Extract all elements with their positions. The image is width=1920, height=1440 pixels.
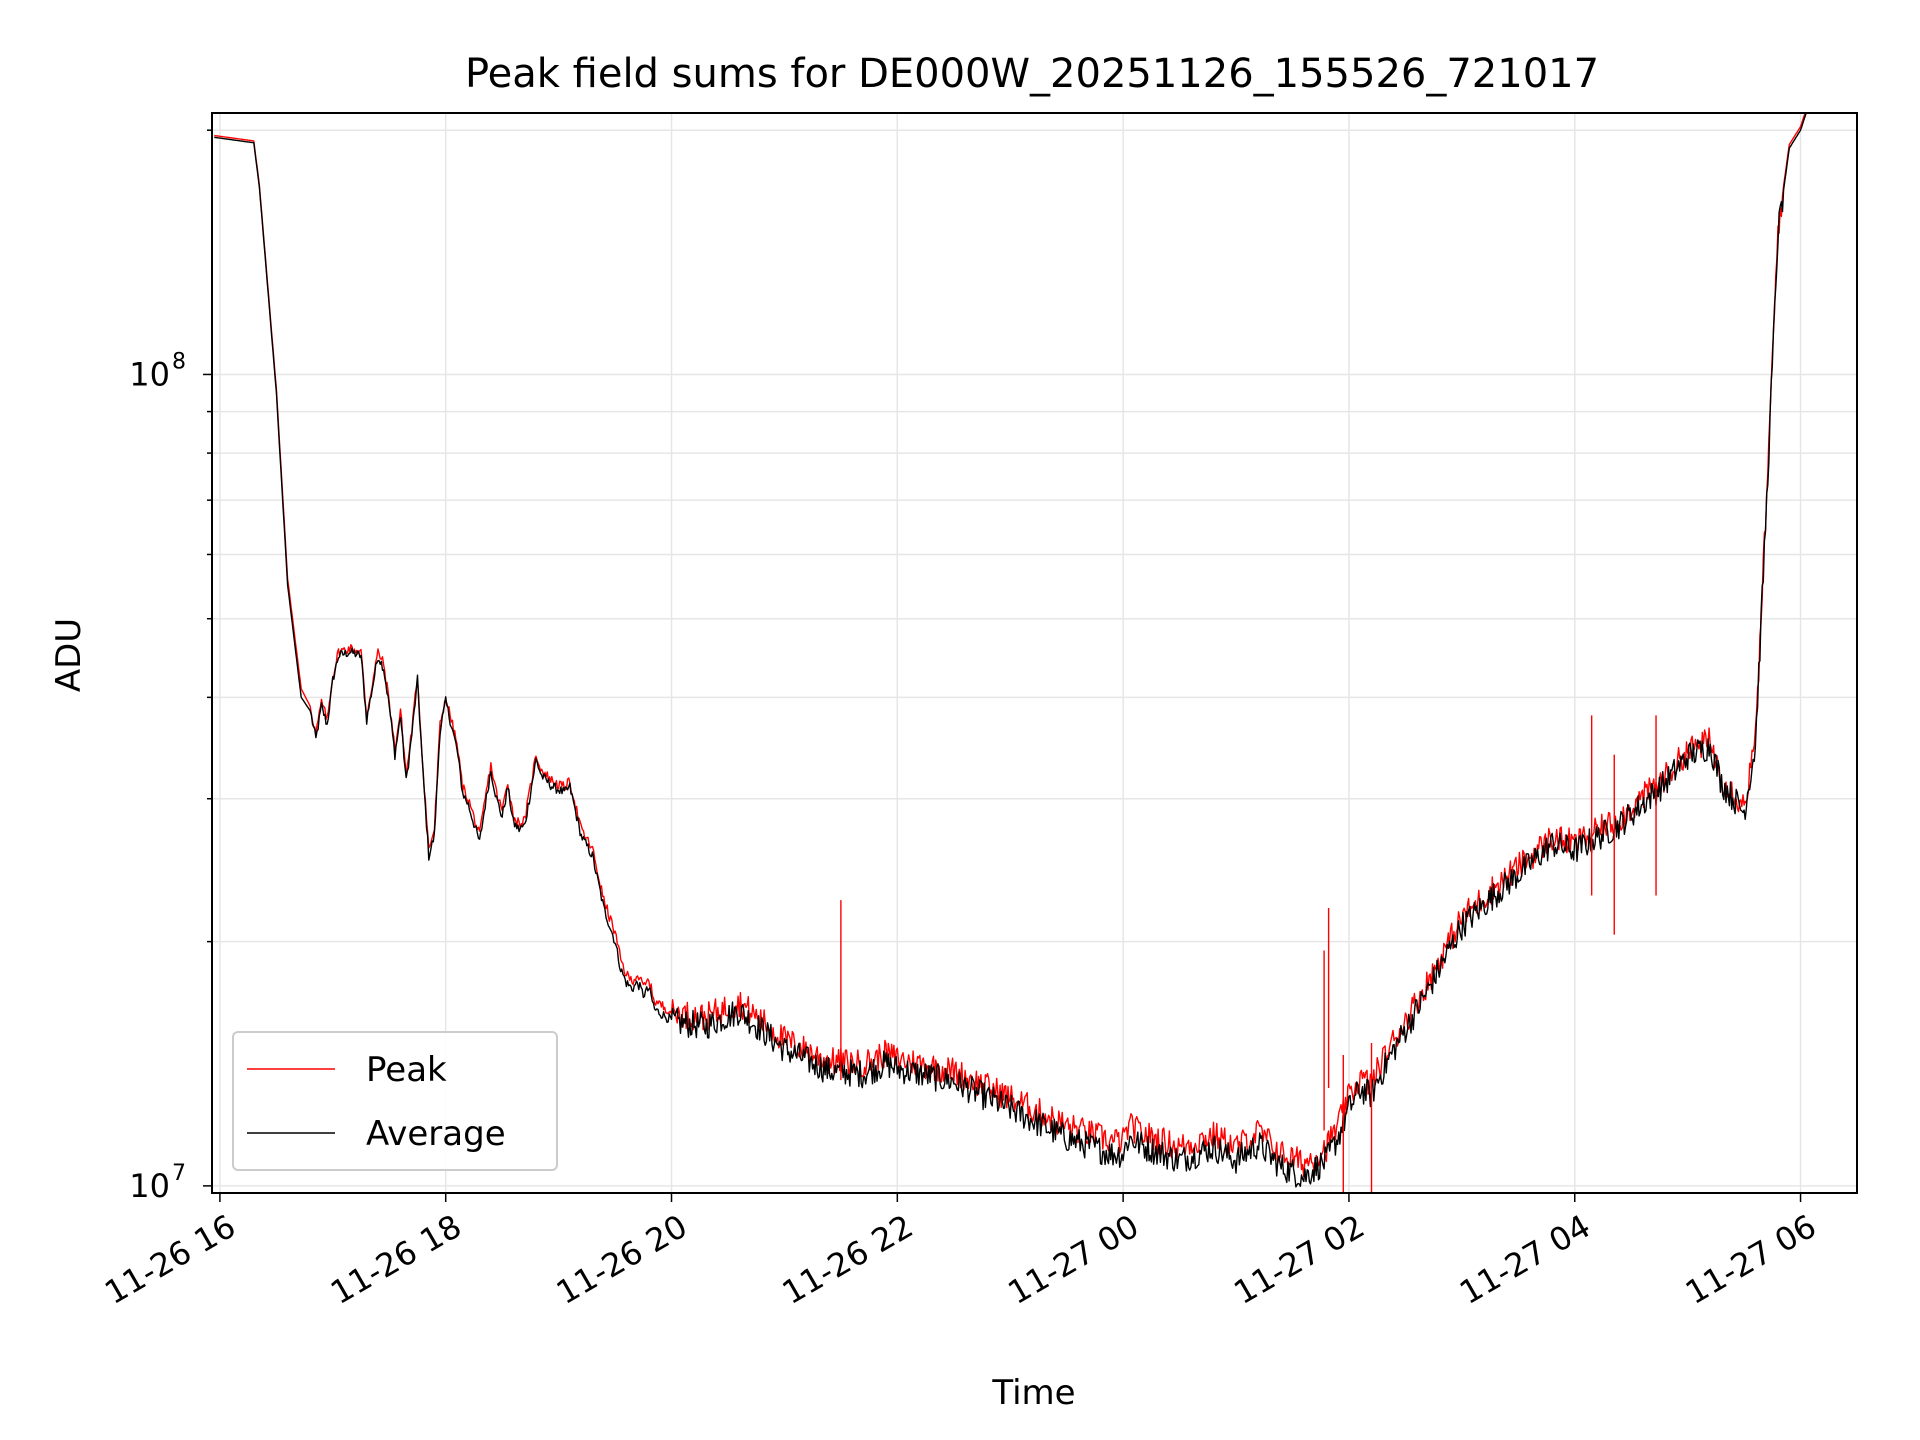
- series-line-peak: [214, 113, 1806, 1178]
- y-tick-label: 10: [129, 1167, 170, 1205]
- series-group: [214, 113, 1808, 1193]
- legend-peak-label: Peak: [366, 1050, 447, 1090]
- x-axis-label: Time: [991, 1373, 1075, 1413]
- plot-frame: [211, 112, 1858, 1194]
- y-tick-label: 10: [129, 355, 170, 393]
- legend: Peak Average: [232, 1031, 558, 1171]
- y-tick-label-exponent: 8: [172, 349, 186, 374]
- chart-title: Peak field sums for DE000W_20251126_1555…: [465, 51, 1599, 97]
- legend-box: [232, 1031, 558, 1171]
- series-line-average: [214, 113, 1808, 1188]
- y-axis-label: ADU: [49, 618, 89, 692]
- y-tick-label-exponent: 7: [172, 1161, 186, 1186]
- legend-average-label: Average: [366, 1114, 506, 1154]
- plot-area: [214, 113, 1808, 1193]
